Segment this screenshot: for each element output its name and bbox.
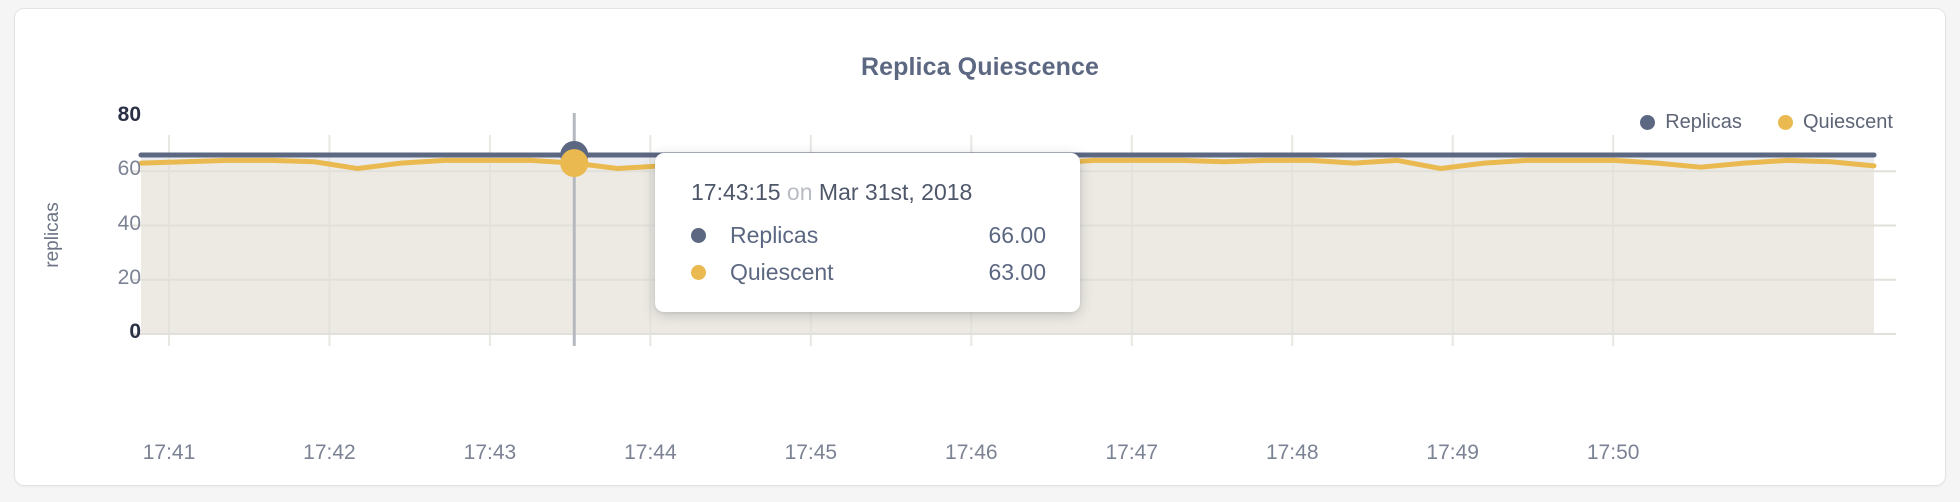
series-dot-icon: [691, 265, 706, 280]
x-axis-tick: 17:46: [945, 441, 998, 464]
series-dot-icon: [691, 228, 706, 243]
x-axis-tick: 17:44: [624, 441, 677, 464]
legend-label: Quiescent: [1802, 111, 1893, 133]
y-axis-tick: 80: [117, 103, 141, 126]
tooltip-on-word: on: [786, 179, 813, 205]
x-axis-tick: 17:48: [1265, 441, 1319, 464]
legend-dot-icon: [1640, 115, 1656, 130]
tooltip-header: 17:43:15 on Mar 31st, 2018: [691, 179, 1046, 206]
y-axis-tick: 20: [117, 265, 141, 289]
legend-item-replicas[interactable]: Replicas: [1640, 111, 1742, 134]
x-axis-tick: 17:45: [784, 441, 838, 464]
y-axis-tick: 0: [129, 320, 141, 343]
chart-tooltip: 17:43:15 on Mar 31st, 2018 Replicas 66.0…: [655, 153, 1080, 312]
legend-label: Replicas: [1665, 111, 1742, 133]
chart-card: Replica Quiescence Replicas Quiescent re…: [14, 8, 1946, 486]
tooltip-series-label: Quiescent: [730, 259, 834, 285]
tooltip-time: 17:43:15: [691, 179, 781, 205]
tooltip-row-replicas: Replicas 66.00: [691, 222, 1046, 249]
legend-item-quiescent[interactable]: Quiescent: [1777, 111, 1893, 134]
y-axis-tick: 40: [117, 211, 141, 235]
tooltip-series-value: 66.00: [988, 222, 1046, 248]
x-axis-tick: 17:41: [142, 441, 196, 464]
x-axis-tick: 17:47: [1105, 441, 1159, 464]
legend-dot-icon: [1777, 115, 1793, 130]
page-title: Replica Quiescence: [860, 53, 1100, 81]
x-axis-tick: 17:42: [303, 441, 356, 464]
x-axis-tick: 17:49: [1426, 441, 1479, 464]
tooltip-date: Mar 31st, 2018: [818, 179, 973, 205]
x-axis-tick: 17:43: [463, 441, 517, 464]
tooltip-row-quiescent: Quiescent 63.00: [691, 259, 1046, 286]
tooltip-series-value: 63.00: [988, 259, 1046, 285]
chart-legend: Replicas Quiescent: [1640, 111, 1893, 134]
tooltip-series-label: Replicas: [730, 222, 819, 248]
x-axis-tick: 17:50: [1586, 441, 1640, 464]
y-axis-label: replicas: [42, 202, 63, 268]
y-axis-tick: 60: [117, 157, 141, 181]
